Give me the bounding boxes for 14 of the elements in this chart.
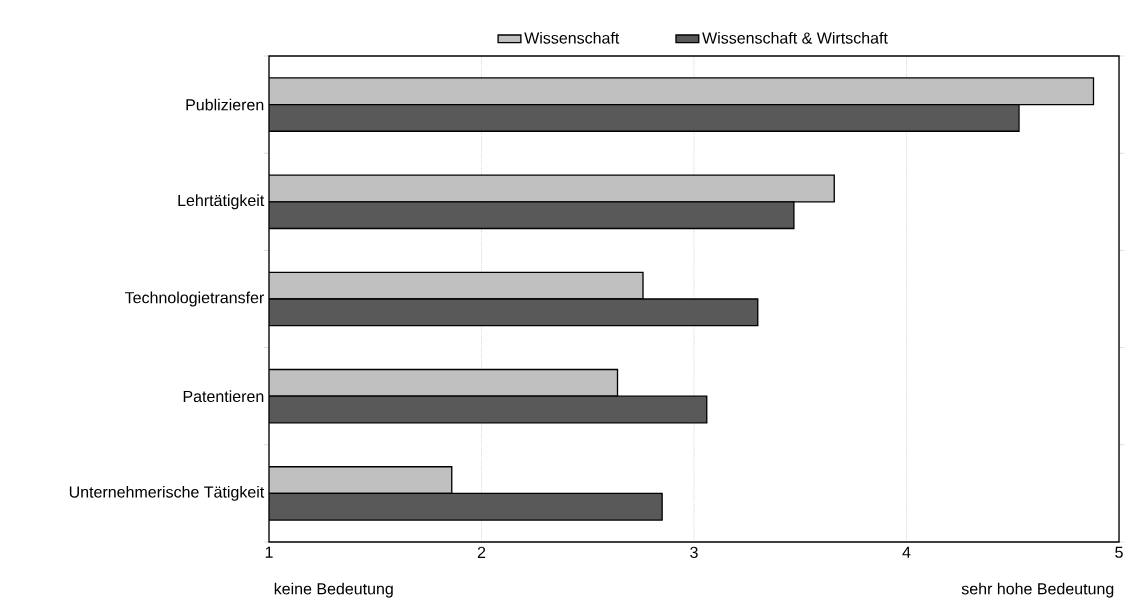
y-tick-label: Patentieren	[183, 390, 264, 403]
x-tick-label: 1	[265, 546, 273, 558]
y-tick-label: Publizieren	[186, 98, 264, 111]
text: keine Bedeutung	[274, 582, 393, 598]
y-tick-label: Lehrtätigkeit	[178, 194, 265, 210]
y-tick-label: Technologietransfer	[125, 291, 265, 307]
x-tick-label: 4	[902, 546, 911, 558]
x-tick-label: 2	[477, 546, 486, 558]
legend-label: Wissenschaft & Wirtschaft	[702, 31, 888, 44]
text: sehr hohe Bedeutung	[961, 582, 1114, 598]
legend-label: Wissenschaft	[524, 31, 620, 44]
x-tick-label: 5	[1115, 546, 1123, 558]
y-tick-label: Unternehmerische Tätigkeit	[69, 485, 265, 501]
x-tick-label: 3	[690, 546, 698, 559]
